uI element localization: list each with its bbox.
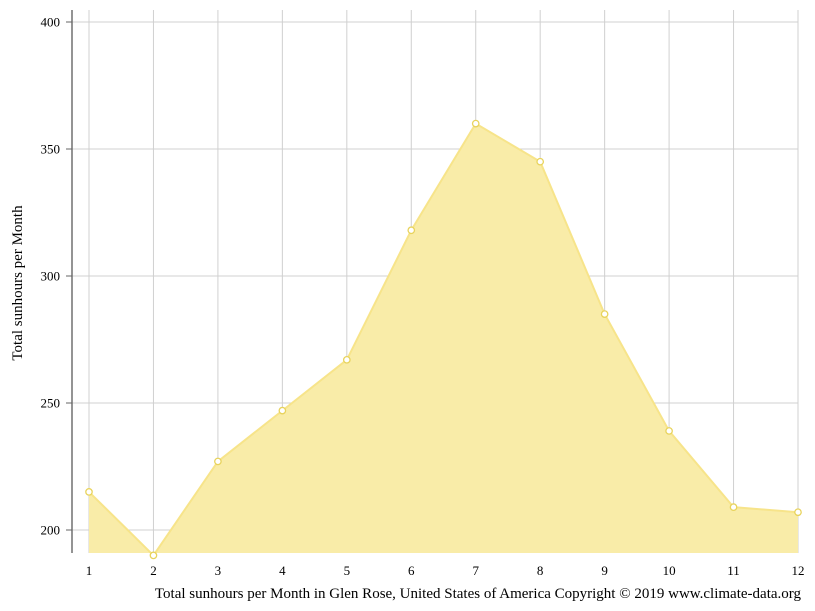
x-tick-label-2: 2 bbox=[150, 563, 157, 578]
chart-caption: Total sunhours per Month in Glen Rose, U… bbox=[155, 586, 802, 602]
y-tick-label-300: 300 bbox=[41, 269, 61, 284]
x-tick-label-7: 7 bbox=[472, 563, 479, 578]
y-tick-label-200: 200 bbox=[41, 523, 61, 538]
data-point-6 bbox=[407, 226, 416, 235]
area-series bbox=[88, 122, 799, 557]
x-tick-label-6: 6 bbox=[408, 563, 415, 578]
data-point-9 bbox=[600, 310, 609, 318]
y-tick-label-350: 350 bbox=[41, 142, 61, 157]
x-tick-label-10: 10 bbox=[663, 563, 676, 578]
y-tick-label-400: 400 bbox=[41, 15, 61, 30]
data-point-3 bbox=[214, 457, 222, 466]
x-tick-label-9: 9 bbox=[601, 563, 608, 578]
x-axis-ticks: 1 2 3 4 5 6 7 8 9 10 11 12 bbox=[86, 563, 805, 578]
y-axis-title: Total sunhours per Month bbox=[10, 205, 26, 361]
y-tick-label-250: 250 bbox=[41, 396, 61, 411]
data-point-12 bbox=[794, 508, 802, 517]
data-point-5 bbox=[342, 355, 351, 364]
data-point-4 bbox=[278, 406, 287, 415]
x-tick-label-3: 3 bbox=[215, 563, 222, 578]
series-line bbox=[88, 122, 799, 557]
data-point-7 bbox=[471, 119, 480, 128]
x-tick-label-12: 12 bbox=[792, 563, 805, 578]
y-axis-ticks: 200 250 300 350 400 bbox=[41, 15, 72, 538]
x-tick-label-5: 5 bbox=[344, 563, 351, 578]
data-point-8 bbox=[536, 157, 545, 166]
data-points bbox=[85, 119, 802, 560]
x-tick-label-4: 4 bbox=[279, 563, 286, 578]
data-point-11 bbox=[729, 503, 738, 511]
x-tick-label-1: 1 bbox=[86, 563, 93, 578]
x-tick-label-11: 11 bbox=[727, 563, 740, 578]
data-point-1 bbox=[85, 488, 93, 496]
area-fill bbox=[89, 123, 798, 556]
x-tick-label-8: 8 bbox=[537, 563, 544, 578]
data-point-10 bbox=[665, 427, 673, 435]
data-point-2 bbox=[149, 551, 158, 560]
